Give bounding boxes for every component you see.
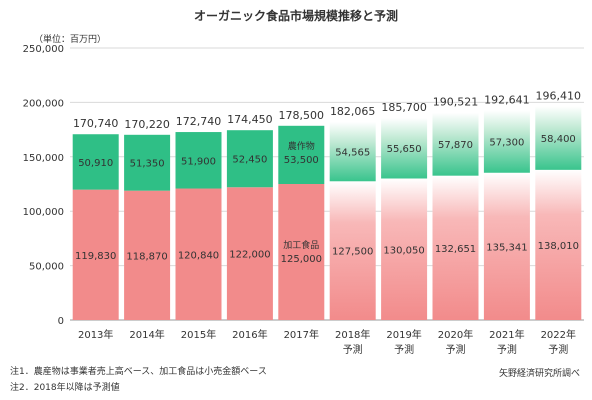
x-tick-label: 2013年 (78, 328, 113, 341)
data-label-processed: 127,500 (332, 247, 373, 258)
bar-agricultural-products (432, 112, 479, 176)
total-label: 170,220 (124, 118, 170, 131)
bar-agricultural-products (226, 130, 273, 188)
total-label: 182,065 (330, 105, 376, 118)
bar-processed-food (124, 190, 171, 320)
data-label-processed: 138,010 (538, 241, 579, 252)
data-label-processed: 130,050 (383, 245, 424, 256)
x-tick-label: 2019年 (386, 328, 421, 341)
chart-title: オーガニック食品市場規模推移と予測 (194, 8, 398, 23)
source-note: 矢野経済研究所調べ (498, 369, 580, 379)
bar-agricultural-products (535, 106, 582, 170)
x-tick-label: 2016年 (232, 328, 267, 341)
unit-label: （単位：百万円） (34, 33, 106, 45)
total-label: 185,700 (381, 101, 427, 114)
x-tick-label: 2014年 (129, 328, 164, 341)
data-label-agricultural: 55,650 (387, 144, 422, 155)
data-label-agricultural: 50,910 (78, 158, 113, 169)
forecast-label: 予測 (343, 343, 363, 356)
bar-agricultural-products (278, 125, 325, 184)
series-name-label: 加工食品 (283, 239, 319, 251)
y-tick-label: 0 (58, 316, 64, 327)
bar-processed-food (329, 181, 376, 320)
total-label: 192,641 (484, 93, 530, 106)
total-label: 174,450 (227, 113, 273, 126)
x-tick-label: 2015年 (181, 328, 216, 341)
bars: 119,830 50,910 170,740 118,870 51,350 170,220… (72, 89, 582, 320)
total-label: 190,521 (433, 96, 479, 109)
forecast-label: 予測 (497, 343, 517, 356)
bar-processed-food (432, 175, 479, 320)
data-label-agricultural: 57,300 (489, 138, 524, 149)
forecast-label: 予測 (548, 343, 568, 356)
series-name-label: 農作物 (288, 140, 315, 152)
data-label-processed: 120,840 (178, 250, 219, 261)
data-label-processed: 122,000 (229, 250, 270, 261)
y-tick-label: 150,000 (23, 153, 64, 164)
data-label-agricultural: 57,870 (438, 140, 473, 151)
data-label-processed: 118,870 (126, 251, 167, 262)
y-tick-label: 200,000 (23, 98, 64, 109)
x-tick-label: 2022年 (541, 328, 576, 341)
note-2: 注2．2018年以降は予測値 (10, 383, 120, 393)
data-label-agricultural: 54,565 (335, 148, 370, 159)
bar-agricultural-products (175, 132, 222, 189)
bar-agricultural-products (329, 121, 376, 182)
bar-processed-food (535, 169, 582, 320)
data-label-agricultural: 58,400 (541, 134, 576, 145)
total-label: 178,500 (279, 109, 325, 122)
x-tick-label: 2020年 (438, 328, 473, 341)
bar-agricultural-products (483, 110, 530, 173)
bar-processed-food (483, 172, 530, 320)
data-label-agricultural: 51,900 (181, 156, 216, 167)
bar-processed-food (278, 184, 325, 320)
bar-processed-food (381, 178, 428, 320)
data-label-processed: 125,000 (281, 254, 322, 265)
bar-agricultural-products (72, 134, 119, 190)
data-label-processed: 132,651 (435, 244, 476, 255)
note-1: 注1．農産物は事業者売上高ベース、加工食品は小売金額ベース (10, 367, 267, 377)
total-label: 172,740 (176, 115, 222, 128)
data-label-agricultural: 52,450 (232, 155, 267, 166)
y-tick-label: 250,000 (23, 44, 64, 55)
y-axis: 0 50,000 100,000 150,000 200,000 250,000 (23, 44, 64, 327)
x-tick-label: 2017年 (284, 328, 319, 341)
bar-agricultural-products (124, 134, 171, 191)
data-label-processed: 135,341 (486, 242, 527, 253)
y-tick-label: 100,000 (23, 207, 64, 218)
x-tick-label: 2018年 (335, 328, 370, 341)
bar-processed-food (72, 189, 119, 320)
data-label-agricultural: 51,350 (130, 159, 165, 170)
bar-agricultural-products (381, 117, 428, 179)
forecast-label: 予測 (446, 343, 466, 356)
total-label: 170,740 (73, 117, 119, 130)
forecast-label: 予測 (394, 343, 414, 356)
y-tick-label: 50,000 (29, 262, 64, 273)
data-label-agricultural: 53,500 (284, 155, 319, 166)
x-tick-label: 2021年 (489, 328, 524, 341)
total-label: 196,410 (536, 89, 582, 102)
data-label-processed: 119,830 (75, 251, 116, 262)
bar-processed-food (175, 188, 222, 320)
bar-processed-food (226, 187, 273, 320)
